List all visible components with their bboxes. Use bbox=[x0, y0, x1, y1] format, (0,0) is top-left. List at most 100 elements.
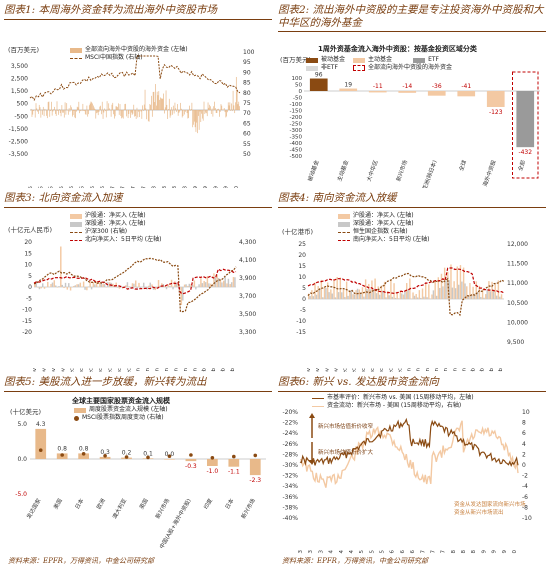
bar bbox=[472, 286, 474, 299]
title-rule bbox=[278, 391, 546, 392]
bar bbox=[71, 107, 72, 110]
bar bbox=[232, 277, 235, 287]
bar bbox=[210, 110, 212, 115]
bar bbox=[481, 289, 484, 299]
title-rule bbox=[4, 207, 272, 208]
data-label: -123 bbox=[489, 109, 503, 116]
x-tick-label: 13-Jan bbox=[425, 367, 431, 372]
index-change-dot bbox=[146, 455, 150, 460]
x-tick-label: 9-Dec bbox=[79, 368, 85, 372]
y-tick-label: -250 bbox=[290, 122, 303, 128]
bar bbox=[486, 289, 488, 299]
bar bbox=[229, 284, 231, 287]
bar bbox=[181, 108, 182, 110]
bar bbox=[155, 84, 156, 110]
legend-item: 深股通：净买入 (左轴) bbox=[70, 220, 161, 228]
x-tick-label: 20-Dec bbox=[379, 368, 385, 372]
chart-4-unit: (十亿港币) bbox=[282, 228, 314, 236]
bar bbox=[63, 110, 64, 113]
bar bbox=[187, 110, 189, 119]
x-tick-label: 10-Feb bbox=[480, 368, 486, 372]
y-tick-label: 6 bbox=[522, 430, 526, 437]
bar bbox=[459, 265, 462, 299]
bar bbox=[124, 104, 126, 110]
bar bbox=[230, 282, 233, 287]
data-label: -36 bbox=[432, 83, 442, 90]
index-change-dot bbox=[253, 453, 258, 458]
bar bbox=[151, 284, 153, 287]
bar bbox=[154, 287, 157, 291]
y-tick-label: -5 bbox=[300, 307, 306, 314]
bar bbox=[336, 277, 338, 299]
bar bbox=[86, 105, 88, 110]
y-tick-label: -40% bbox=[282, 515, 298, 522]
bar bbox=[237, 104, 239, 110]
bar bbox=[204, 110, 206, 115]
x-tick-label: 30-Dec bbox=[397, 368, 403, 372]
y-tick-label: 4,100 bbox=[239, 257, 256, 264]
bar bbox=[198, 110, 199, 116]
bar bbox=[393, 283, 395, 299]
bar bbox=[135, 110, 136, 117]
bar bbox=[109, 108, 110, 110]
bar bbox=[47, 281, 49, 287]
x-tick-label: Jan-14 bbox=[329, 550, 335, 554]
bar bbox=[116, 287, 119, 288]
bar bbox=[74, 110, 76, 118]
y-tick-label: 90 bbox=[243, 69, 251, 76]
chart-panel-2: 图表2: 流出海外中资股的主要是专注投资海外中资股和大中华区的海外基金 1周外资… bbox=[278, 4, 546, 188]
bar bbox=[208, 107, 210, 110]
x-tick-label: 3-Jan bbox=[407, 367, 413, 372]
bar bbox=[224, 110, 226, 113]
bar bbox=[205, 110, 206, 113]
bar bbox=[73, 110, 75, 111]
bar bbox=[157, 280, 160, 287]
x-tick-label: 20-Dec bbox=[107, 368, 113, 372]
bar bbox=[168, 98, 170, 110]
bar bbox=[228, 459, 240, 467]
bar bbox=[439, 287, 441, 299]
bar bbox=[448, 280, 450, 299]
x-tick-label: 18-Nov bbox=[306, 367, 312, 372]
bar bbox=[74, 285, 77, 287]
chart-6-plot: -20% -22% -24% -26% -28% -30% -32% -34% -36% -38%… bbox=[282, 409, 531, 554]
bar bbox=[364, 279, 367, 299]
bar bbox=[434, 281, 436, 299]
arrow-head-icon bbox=[309, 413, 315, 418]
x-tick-label: 5-Feb bbox=[471, 368, 477, 372]
y-tick-label: 4 bbox=[522, 441, 526, 448]
bar bbox=[169, 110, 171, 118]
chart-panel-1: 图表1: 本周海外资金转为流出海外中资股市场 (百万美元) 全部流向海外中资股的… bbox=[4, 4, 272, 188]
chart-3-unit: (十亿元人民币) bbox=[8, 226, 53, 234]
bar bbox=[61, 105, 63, 110]
y-tick-label: 4,300 bbox=[239, 239, 256, 246]
bar bbox=[412, 292, 414, 299]
bar bbox=[59, 110, 61, 114]
bar bbox=[226, 110, 227, 117]
chart-2-title: 图表2: 流出海外中资股的主要是专注投资海外中资股和大中华区的海外基金 bbox=[278, 4, 544, 29]
bar bbox=[349, 291, 351, 299]
bar bbox=[355, 290, 357, 299]
bar bbox=[137, 110, 139, 118]
bar bbox=[371, 280, 373, 299]
x-tick-label: 亚洲(除日本) bbox=[420, 159, 438, 188]
bar bbox=[202, 110, 204, 121]
bar bbox=[497, 280, 500, 299]
x-tick-label: Jul-17 bbox=[131, 186, 137, 188]
bar bbox=[56, 101, 58, 110]
x-tick-label: Sep-16 bbox=[410, 550, 416, 554]
data-label: 0.3 bbox=[100, 449, 110, 456]
x-tick-label: 全部 bbox=[516, 158, 527, 172]
y-tick-label: 15 bbox=[298, 263, 306, 270]
bar bbox=[182, 287, 184, 301]
bar bbox=[94, 284, 96, 287]
bar bbox=[322, 297, 324, 299]
chart-1-title: 图表1: 本周海外资金转为流出海外中资股市场 bbox=[4, 4, 218, 16]
bar bbox=[73, 285, 75, 287]
x-tick-label: Sep-14 bbox=[349, 550, 355, 554]
y-tick-label: 3,500 bbox=[239, 311, 256, 318]
y-tick-label: 75 bbox=[243, 100, 251, 107]
bar bbox=[407, 289, 409, 299]
x-tick-label: 16-Jan bbox=[164, 367, 170, 372]
x-tick-label: Jan-19 bbox=[193, 186, 199, 188]
